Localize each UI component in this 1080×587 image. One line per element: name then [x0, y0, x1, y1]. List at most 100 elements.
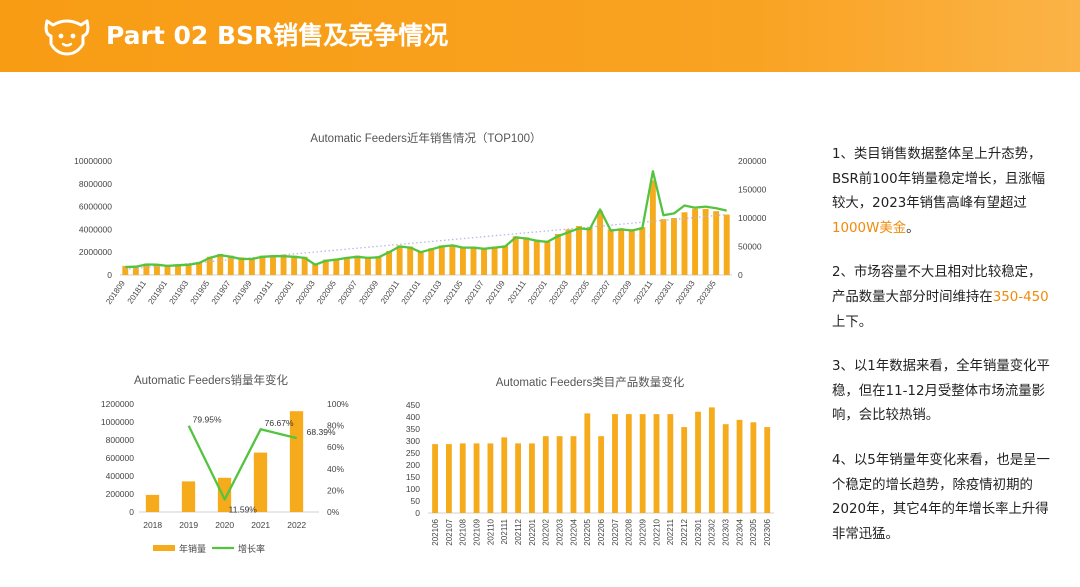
bar: [487, 443, 494, 513]
bar: [238, 257, 245, 275]
bar: [181, 481, 196, 512]
x-tick-label: 202108: [459, 518, 468, 545]
x-tick-label: 202207: [611, 518, 620, 545]
bar: [396, 245, 403, 275]
x-tick-label: 201901: [146, 279, 169, 306]
x-tick-label: 202209: [639, 518, 648, 545]
bar: [122, 265, 129, 275]
x-tick-label: 202101: [400, 279, 423, 306]
product-count-chart: Automatic Feeders类目产品数量变化 0 50 100 150 200 250…: [406, 375, 774, 546]
y-right-tick-label: 0%: [327, 507, 340, 517]
x-tick-label: 201811: [126, 279, 149, 306]
bar: [432, 444, 438, 513]
data-label: 68.39%: [307, 427, 336, 437]
legend-label: 增长率: [238, 543, 265, 554]
bar: [695, 411, 701, 513]
x-tick-label: 202111: [506, 279, 528, 306]
bar: [556, 436, 563, 513]
y-tick-label: 0: [415, 508, 420, 518]
bar: [653, 414, 660, 513]
bar: [533, 239, 540, 275]
y-left-tick-label: 0: [129, 507, 134, 517]
x-tick-label: 202204: [569, 518, 578, 545]
page-title: Part 02 BSR销售及竞争情况: [106, 21, 449, 50]
y-left-tick-label: 2000000: [79, 247, 112, 257]
bar: [570, 436, 577, 513]
x-tick-label: 201909: [231, 279, 254, 306]
data-label: 76.67%: [265, 418, 294, 428]
x-tick-label: 201907: [210, 279, 233, 306]
data-label: 11.59%: [229, 504, 258, 514]
x-tick-label: 202205: [583, 518, 592, 545]
y-left-tick-label: 800000: [106, 435, 135, 445]
bar: [523, 237, 530, 275]
bar: [132, 265, 139, 275]
x-tick-label: 202303: [722, 518, 731, 545]
x-tick-label: 202210: [652, 518, 661, 545]
y-right-tick-label: 200000: [738, 156, 767, 166]
bar: [565, 229, 572, 275]
bar: [722, 424, 729, 513]
x-tick-label: 202106: [431, 518, 440, 545]
y-left-tick-label: 200000: [106, 489, 135, 499]
x-tick-label: 202306: [763, 518, 772, 545]
bar: [481, 247, 487, 275]
bar: [333, 258, 340, 275]
bar: [598, 436, 605, 513]
x-tick-label: 202011: [379, 279, 402, 306]
x-tick-label: 202103: [421, 279, 444, 306]
bar: [386, 251, 393, 275]
legend-swatch-bar: [153, 545, 175, 551]
bar: [639, 227, 646, 275]
bar: [280, 254, 287, 275]
y-right-tick-label: 50000: [738, 242, 762, 252]
line-series: [125, 170, 727, 269]
bar: [502, 245, 509, 275]
bar: [667, 414, 674, 513]
bar: [407, 246, 414, 275]
x-tick-label: 2020: [215, 520, 234, 530]
bar: [681, 212, 688, 275]
bar: [660, 219, 667, 275]
x-tick-label: 2019: [179, 520, 198, 530]
y-tick-label: 100: [406, 484, 420, 494]
legend-label: 年销量: [179, 543, 206, 554]
x-tick-label: 202110: [486, 518, 495, 545]
y-tick-label: 450: [406, 400, 420, 410]
y-left-tick-label: 0: [107, 270, 112, 280]
bar: [713, 211, 720, 275]
bar: [597, 211, 604, 275]
analysis-notes: 1、类目销售数据整体呈上升态势，BSR前100年销量稳定增长，且涨幅较大，202…: [832, 143, 1054, 567]
bar: [723, 214, 730, 275]
bar: [544, 240, 551, 275]
y-tick-label: 400: [406, 412, 420, 422]
bar: [607, 229, 614, 275]
y-right-tick-label: 80%: [327, 421, 344, 431]
y-tick-label: 300: [406, 436, 420, 446]
bar: [291, 255, 298, 275]
x-tick-label: 202304: [735, 518, 744, 545]
x-tick-label: 202301: [653, 279, 676, 306]
data-label: 79.95%: [193, 415, 222, 425]
bar: [628, 229, 635, 275]
x-tick-label: 201903: [168, 279, 191, 306]
x-tick-label: 202203: [547, 279, 570, 306]
bar: [473, 443, 480, 513]
bar: [639, 414, 646, 513]
y-right-tick-label: 100000: [738, 213, 767, 223]
bar: [153, 264, 160, 275]
y-left-tick-label: 1000000: [101, 417, 134, 427]
bar: [586, 227, 593, 275]
note-2: 2、市场容量不大且相对比较稳定，产品数量大部分时间维持在350-450上下。: [832, 265, 1049, 330]
bar: [681, 427, 688, 513]
growth-line: [187, 425, 297, 501]
bar: [470, 246, 477, 275]
y-tick-label: 50: [411, 496, 421, 506]
bar: [625, 414, 632, 513]
x-tick-label: 202305: [695, 279, 718, 306]
x-tick-label: 2018: [143, 520, 162, 530]
x-tick-label: 202207: [590, 279, 613, 306]
bar: [576, 225, 582, 275]
bar: [584, 413, 591, 513]
y-tick-label: 150: [406, 472, 420, 482]
